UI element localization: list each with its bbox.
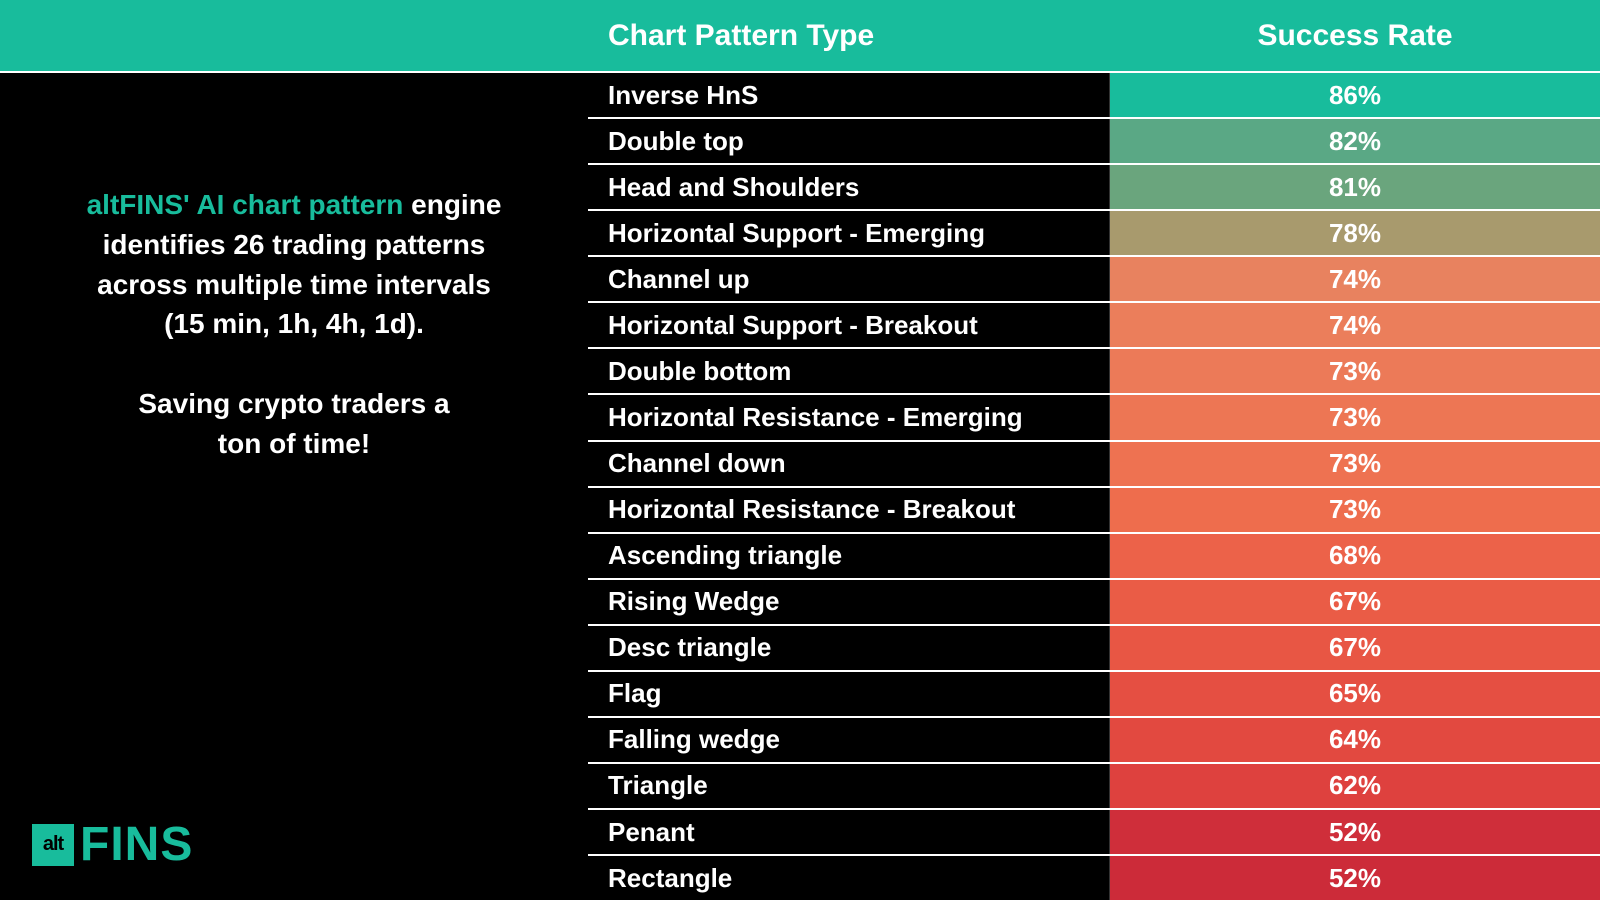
rate-cell: 52% xyxy=(1110,810,1600,854)
rate-cell: 73% xyxy=(1110,488,1600,532)
pattern-cell: Horizontal Resistance - Breakout xyxy=(588,488,1110,532)
logo-mark-text: alt xyxy=(43,833,63,856)
promo-line1-rest: engine xyxy=(403,189,501,220)
rate-cell: 78% xyxy=(1110,211,1600,255)
rate-cell: 82% xyxy=(1110,119,1600,163)
pattern-cell: Ascending triangle xyxy=(588,534,1110,578)
rate-cell: 74% xyxy=(1110,257,1600,301)
table-row: Penant52% xyxy=(588,810,1600,856)
table-row: Horizontal Support - Emerging78% xyxy=(588,211,1600,257)
promo-line6: ton of time! xyxy=(218,428,370,459)
rate-cell: 62% xyxy=(1110,764,1600,808)
pattern-cell: Horizontal Support - Emerging xyxy=(588,211,1110,255)
table-row: Desc triangle67% xyxy=(588,626,1600,672)
pattern-cell: Channel up xyxy=(588,257,1110,301)
pattern-cell: Penant xyxy=(588,810,1110,854)
pattern-cell: Desc triangle xyxy=(588,626,1110,670)
rate-cell: 67% xyxy=(1110,626,1600,670)
rate-cell: 52% xyxy=(1110,856,1600,900)
promo-line4: (15 min, 1h, 4h, 1d). xyxy=(164,308,424,339)
col-header-rate: Success Rate xyxy=(1110,19,1600,53)
rate-cell: 86% xyxy=(1110,73,1600,117)
pattern-cell: Double top xyxy=(588,119,1110,163)
table-row: Rectangle52% xyxy=(588,856,1600,900)
left-panel: altFINS' AI chart pattern engine identif… xyxy=(0,0,588,900)
right-panel: Chart Pattern Type Success Rate Inverse … xyxy=(588,0,1600,900)
table-header: Chart Pattern Type Success Rate xyxy=(588,0,1600,73)
promo-text: altFINS' AI chart pattern engine identif… xyxy=(0,185,588,463)
pattern-cell: Head and Shoulders xyxy=(588,165,1110,209)
table-row: Ascending triangle68% xyxy=(588,534,1600,580)
pattern-cell: Inverse HnS xyxy=(588,73,1110,117)
pattern-cell: Triangle xyxy=(588,764,1110,808)
logo-mark: alt xyxy=(32,824,74,866)
rate-cell: 81% xyxy=(1110,165,1600,209)
table-row: Triangle62% xyxy=(588,764,1600,810)
rate-cell: 65% xyxy=(1110,672,1600,716)
table-row: Double top82% xyxy=(588,119,1600,165)
promo-highlight: altFINS' AI chart pattern xyxy=(87,189,404,220)
rate-cell: 64% xyxy=(1110,718,1600,762)
pattern-cell: Rising Wedge xyxy=(588,580,1110,624)
pattern-cell: Falling wedge xyxy=(588,718,1110,762)
table-row: Rising Wedge67% xyxy=(588,580,1600,626)
table-row: Channel up74% xyxy=(588,257,1600,303)
rate-cell: 73% xyxy=(1110,442,1600,486)
table-row: Inverse HnS86% xyxy=(588,73,1600,119)
pattern-cell: Flag xyxy=(588,672,1110,716)
logo: alt FINS xyxy=(32,817,193,872)
table-row: Channel down73% xyxy=(588,442,1600,488)
pattern-cell: Horizontal Support - Breakout xyxy=(588,303,1110,347)
header-strip-left xyxy=(0,0,588,73)
table-row: Horizontal Resistance - Breakout73% xyxy=(588,488,1600,534)
promo-line5: Saving crypto traders a xyxy=(138,388,449,419)
table-row: Double bottom73% xyxy=(588,349,1600,395)
pattern-cell: Rectangle xyxy=(588,856,1110,900)
promo-line3: across multiple time intervals xyxy=(97,269,491,300)
logo-text: FINS xyxy=(80,817,193,872)
table-row: Horizontal Support - Breakout74% xyxy=(588,303,1600,349)
promo-line2: identifies 26 trading patterns xyxy=(103,229,486,260)
rate-cell: 74% xyxy=(1110,303,1600,347)
pattern-cell: Horizontal Resistance - Emerging xyxy=(588,395,1110,439)
infographic-root: altFINS' AI chart pattern engine identif… xyxy=(0,0,1600,900)
rate-cell: 68% xyxy=(1110,534,1600,578)
table-row: Horizontal Resistance - Emerging73% xyxy=(588,395,1600,441)
pattern-cell: Double bottom xyxy=(588,349,1110,393)
pattern-cell: Channel down xyxy=(588,442,1110,486)
col-header-pattern: Chart Pattern Type xyxy=(588,19,1110,53)
table-row: Head and Shoulders81% xyxy=(588,165,1600,211)
rate-cell: 73% xyxy=(1110,395,1600,439)
table-body: Inverse HnS86%Double top82%Head and Shou… xyxy=(588,73,1600,900)
table-row: Falling wedge64% xyxy=(588,718,1600,764)
table-row: Flag65% xyxy=(588,672,1600,718)
rate-cell: 67% xyxy=(1110,580,1600,624)
rate-cell: 73% xyxy=(1110,349,1600,393)
